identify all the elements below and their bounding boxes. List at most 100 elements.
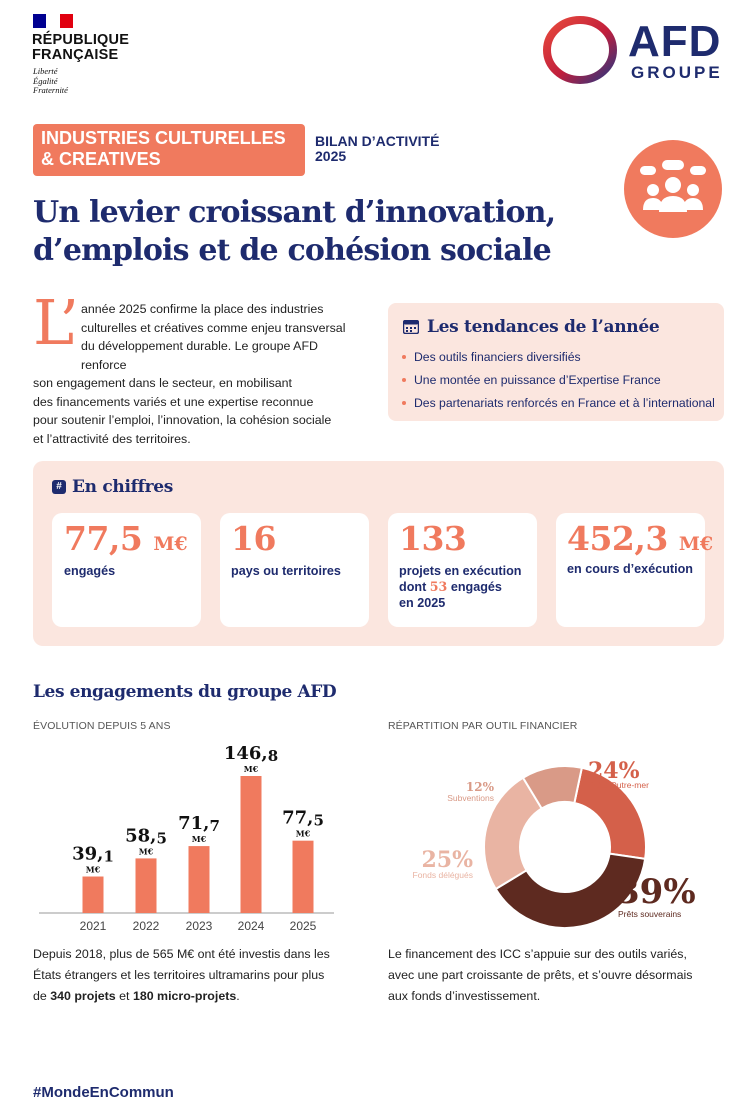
figure-highlight: 53 — [429, 579, 448, 594]
slice-category-label: Fonds délégués — [413, 870, 474, 880]
afd-groupe-text: GROUPE — [631, 63, 723, 82]
page-title-line1: Un levier croissant d’innovation, — [33, 195, 556, 230]
intro-dropcap: L’ — [33, 286, 80, 359]
figure-label-line: en 2025 — [399, 596, 446, 610]
slice-percent-label: 12% — [466, 780, 495, 794]
trend-item: Une montée en puissance d’Expertise Fran… — [402, 372, 661, 388]
bar-2021 — [82, 876, 104, 913]
sector-tag-line2: & CREATIVES — [41, 149, 161, 169]
bar-value-label: 77,5 — [282, 808, 324, 830]
engagements-title: Les engagements du groupe AFD — [33, 682, 337, 702]
bullet-icon — [402, 354, 406, 359]
page-title-line2: d’emplois et de cohésion sociale — [33, 233, 552, 268]
republique-line2: FRANÇAISE — [32, 47, 119, 63]
figure-label: pays ou territoires — [231, 564, 341, 578]
calendar-icon — [403, 320, 419, 334]
slice-3 — [521, 765, 584, 810]
figure-label-word: engagés — [450, 580, 502, 594]
x-tick-label: 2021 — [80, 919, 107, 933]
repartition-donut-chart: 24%Prêts Outre-mer 39%Prêts souverains 25%… — [413, 758, 696, 929]
figure-unit: M€ — [153, 533, 188, 555]
slice-percent-label: 25% — [421, 847, 473, 873]
intro-line: année 2025 confirme la place des industr… — [81, 302, 324, 316]
report-label: BILAN D’ACTIVITÉ 2025 — [315, 134, 439, 164]
bar-value-label: 146,8 — [224, 743, 278, 765]
bar-unit-label: M€ — [192, 834, 207, 844]
figure-number: 16 — [231, 519, 276, 558]
repartition-label: RÉPARTITION PAR OUTIL FINANCIER — [388, 720, 578, 732]
figure-label: en cours d’exécution — [567, 562, 693, 576]
slice-category-label: Prêts Outre-mer — [588, 780, 649, 790]
afd-ring-logo-icon — [543, 16, 617, 84]
trends-title: Les tendances de l’année — [427, 317, 660, 337]
repartition-text: Le financement des ICC s’appuie sur des … — [388, 944, 718, 1007]
repartition-text-line: avec une part croissante de prêts, et s’… — [388, 968, 693, 982]
afd-logo-text: AFD — [628, 17, 722, 66]
figure-value: 77,5 M€ — [64, 519, 188, 564]
repartition-text-line: aux fonds d’investissement. — [388, 989, 541, 1003]
bar-2022 — [135, 858, 157, 913]
evolution-label: ÉVOLUTION DEPUIS 5 ANS — [33, 720, 171, 732]
x-tick-label: 2023 — [186, 919, 213, 933]
figure-card-projets — [388, 513, 537, 627]
report-label-year: 2025 — [315, 148, 347, 164]
trend-item: Des outils financiers diversifiés — [402, 349, 581, 365]
bar-value-label: 58,5 — [125, 825, 167, 847]
motto-liberte: Liberté — [33, 66, 58, 76]
engagements-text-line: États étrangers et les territoires ultra… — [33, 968, 325, 982]
slice-percent-label: 24% — [588, 758, 640, 784]
people-discussion-badge — [624, 140, 722, 238]
figure-value: 452,3 M€ — [567, 519, 713, 564]
bar-unit-label: M€ — [86, 865, 101, 875]
sector-tag-line1: INDUSTRIES CULTURELLES — [41, 128, 286, 148]
key-figures-title: En chiffres — [72, 477, 174, 497]
motto-fraternite: Fraternité — [33, 85, 68, 95]
slice-category-label: Prêts souverains — [618, 909, 681, 919]
bar-2025 — [292, 840, 314, 913]
figure-value: 16 — [231, 519, 276, 559]
trend-item-label: Des partenariats renforcés en France et … — [414, 396, 715, 410]
flag-icon — [33, 14, 73, 28]
x-tick-label: 2024 — [238, 919, 265, 933]
figure-card-execution — [556, 513, 705, 627]
bar-value-label: 39,1 — [72, 844, 114, 866]
bullet-icon — [402, 377, 406, 382]
slice-1 — [494, 852, 647, 929]
figure-label-line: projets en exécution — [399, 564, 522, 578]
page-title: Un levier croissant d’innovation, d’empl… — [33, 194, 613, 270]
sector-tag: INDUSTRIES CULTURELLES & CREATIVES — [33, 124, 305, 176]
engagements-text: Depuis 2018, plus de 565 M€ ont été inve… — [33, 944, 353, 1007]
intro-paragraph: année 2025 confirme la place des industr… — [33, 300, 363, 448]
intro-line: pour soutenir l’emploi, l’innovation, la… — [33, 413, 332, 427]
republique-logo: RÉPUBLIQUE FRANÇAISE — [32, 33, 129, 63]
trend-item-label: Une montée en puissance d’Expertise Fran… — [414, 373, 661, 387]
bar-unit-label: M€ — [244, 764, 259, 774]
projects-count: 340 projets — [50, 989, 116, 1003]
intro-line: culturelles et créatives comme enjeu tra… — [81, 320, 346, 335]
report-label-line1: BILAN D’ACTIVITÉ — [315, 133, 440, 149]
intro-line: du développement durable. Le groupe AFD … — [81, 339, 318, 372]
motto: Liberté Égalité Fraternité — [33, 66, 68, 96]
figure-number: 452,3 — [567, 519, 668, 558]
figure-label-word: dont — [399, 580, 427, 594]
motto-egalite: Égalité — [33, 75, 58, 86]
evolution-bar-chart: 39,1M€202158,5M€202271,7M€2023146,8M€202… — [39, 743, 334, 933]
figure-card-engages — [52, 513, 201, 627]
bar-2023 — [188, 846, 210, 913]
republique-line1: RÉPUBLIQUE — [32, 32, 130, 48]
engagements-text-line: de 340 projets et 180 micro-projets. — [33, 986, 353, 1007]
text-word: de — [33, 989, 47, 1003]
x-tick-label: 2022 — [133, 919, 160, 933]
figure-card-pays — [220, 513, 369, 627]
text-word: et — [119, 989, 130, 1003]
figure-number: 77,5 — [64, 519, 143, 558]
trends-panel — [388, 303, 724, 421]
x-tick-label: 2025 — [290, 919, 317, 933]
trend-item-label: Des outils financiers diversifiés — [414, 350, 581, 364]
bar-value-label: 71,7 — [178, 813, 220, 835]
hash-icon: # — [52, 480, 66, 494]
repartition-text-line: Le financement des ICC s’appuie sur des … — [388, 947, 687, 961]
bar-2024 — [240, 776, 262, 913]
figure-unit: M€ — [678, 533, 714, 555]
bar-unit-label: M€ — [139, 846, 154, 856]
